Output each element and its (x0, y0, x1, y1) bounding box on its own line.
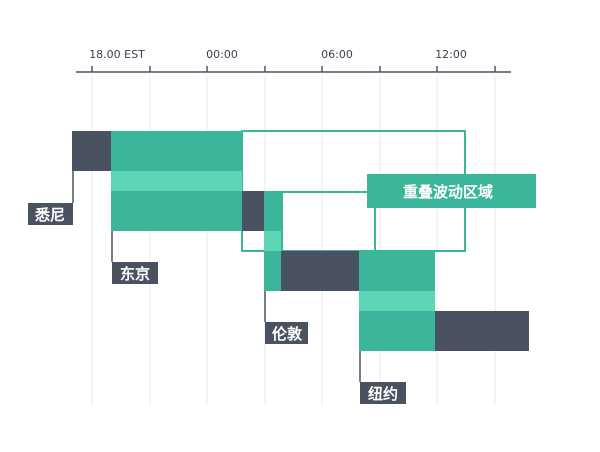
newyork-tag-label: 纽约 (368, 385, 398, 403)
tick-label-06: 06:00 (321, 48, 353, 61)
tokyo-tag-label: 东京 (120, 265, 150, 283)
newyork-tag (360, 382, 406, 404)
tokyo-tag (112, 262, 158, 284)
tokyo-bar-dark (242, 191, 265, 231)
london-overlap-light (264, 231, 281, 251)
overlap-label-box (367, 174, 536, 208)
session-sydney (72, 131, 242, 171)
tick-label-12: 12:00 (435, 48, 467, 61)
overlap-label: 重叠波动区域 (367, 174, 536, 208)
sydney-tag (28, 203, 73, 225)
london-tag (265, 322, 308, 344)
newyork-overlap-light (359, 291, 435, 311)
tick-label-00: 00:00 (206, 48, 238, 61)
sydney-bar-green (111, 131, 242, 171)
session-tokyo (111, 171, 281, 231)
tokyo-bar-green (111, 191, 242, 231)
newyork-bar-dark (435, 311, 529, 351)
session-newyork (359, 291, 529, 351)
gridlines (91, 75, 496, 405)
tokyo-overlap-light (111, 171, 242, 191)
tag-connectors (72, 171, 361, 382)
tokyo-bar-green-end (264, 191, 281, 231)
london-bar-green-end (359, 251, 435, 291)
london-tag-label: 伦敦 (272, 325, 303, 343)
tick-label-18: 18.00 EST (89, 48, 145, 61)
session-london (264, 231, 435, 291)
overlap-outline-mid (281, 191, 376, 253)
london-bar-green (264, 251, 281, 291)
session-tags: 悉尼 东京 伦敦 纽约 (28, 203, 406, 404)
overlap-label-text: 重叠波动区域 (403, 183, 493, 201)
time-axis: 18.00 EST 00:00 06:00 12:00 (76, 48, 511, 73)
london-bar-dark (281, 251, 360, 291)
sydney-bar-dark (72, 131, 112, 171)
newyork-bar-green (359, 311, 435, 351)
sydney-tag-label: 悉尼 (34, 206, 65, 224)
